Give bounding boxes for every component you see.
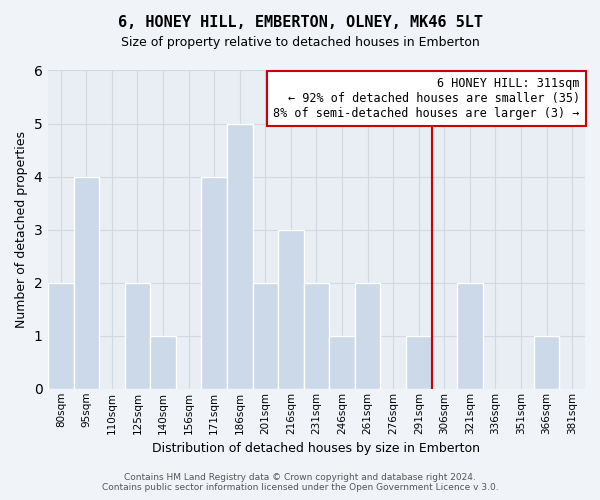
Text: Size of property relative to detached houses in Emberton: Size of property relative to detached ho… — [121, 36, 479, 49]
Bar — [355, 282, 380, 389]
Bar — [202, 176, 227, 389]
Text: 6, HONEY HILL, EMBERTON, OLNEY, MK46 5LT: 6, HONEY HILL, EMBERTON, OLNEY, MK46 5LT — [118, 15, 482, 30]
Bar — [304, 282, 329, 389]
Bar — [534, 336, 559, 389]
Text: Contains HM Land Registry data © Crown copyright and database right 2024.
Contai: Contains HM Land Registry data © Crown c… — [101, 473, 499, 492]
Bar — [457, 282, 483, 389]
Bar — [150, 336, 176, 389]
Bar — [48, 282, 74, 389]
X-axis label: Distribution of detached houses by size in Emberton: Distribution of detached houses by size … — [152, 442, 481, 455]
Bar — [125, 282, 150, 389]
Y-axis label: Number of detached properties: Number of detached properties — [15, 131, 28, 328]
Bar — [278, 230, 304, 389]
Bar — [329, 336, 355, 389]
Text: 6 HONEY HILL: 311sqm
← 92% of detached houses are smaller (35)
8% of semi-detach: 6 HONEY HILL: 311sqm ← 92% of detached h… — [273, 77, 580, 120]
Bar — [406, 336, 431, 389]
Bar — [227, 124, 253, 389]
Bar — [253, 282, 278, 389]
Bar — [74, 176, 99, 389]
